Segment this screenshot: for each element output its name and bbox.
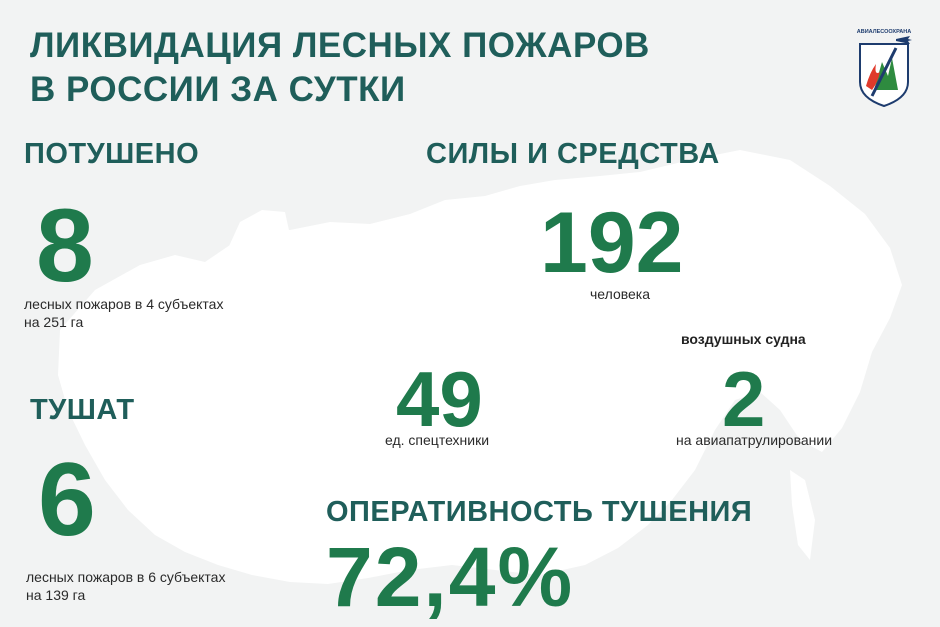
efficiency-value: 72,4%	[326, 530, 575, 624]
extinguished-caption-line-1: лесных пожаров в 4 субъектах	[24, 296, 224, 312]
people-count: 192	[540, 195, 684, 291]
equipment-label: ед. спецтехники	[385, 432, 490, 448]
forces-heading: СИЛЫ И СРЕДСТВА	[426, 138, 720, 170]
equipment-count: 49	[396, 355, 483, 443]
being-extinguished-heading: ТУШАТ	[30, 394, 135, 426]
avialesookhrana-logo: АВИАЛЕСООХРАНА	[857, 29, 912, 108]
extinguished-caption-line-2: на 251 га	[24, 314, 84, 330]
aircraft-label-top: воздушных судна	[681, 331, 806, 347]
being-extinguished-count: 6	[38, 442, 96, 558]
extinguished-caption: лесных пожаров в 4 субъектах на 251 га	[24, 295, 223, 331]
being-extinguished-caption-line-2: на 139 га	[26, 587, 86, 603]
efficiency-heading: ОПЕРАТИВНОСТЬ ТУШЕНИЯ	[326, 496, 753, 528]
page-title: ЛИКВИДАЦИЯ ЛЕСНЫХ ПОЖАРОВ В РОССИИ ЗА СУ…	[30, 24, 650, 112]
being-extinguished-caption-line-1: лесных пожаров в 6 субъектах	[26, 569, 226, 585]
people-label: человека	[590, 286, 651, 302]
aircraft-label-bottom: на авиапатрулировании	[676, 432, 833, 448]
being-extinguished-caption: лесных пожаров в 6 субъектах на 139 га	[26, 568, 225, 604]
extinguished-count: 8	[36, 188, 94, 304]
title-line-1: ЛИКВИДАЦИЯ ЛЕСНЫХ ПОЖАРОВ	[30, 26, 650, 65]
aircraft-count: 2	[722, 355, 766, 443]
title-line-2: В РОССИИ ЗА СУТКИ	[30, 70, 406, 109]
logo-text: АВИАЛЕСООХРАНА	[857, 29, 911, 35]
extinguished-heading: ПОТУШЕНО	[24, 138, 200, 170]
